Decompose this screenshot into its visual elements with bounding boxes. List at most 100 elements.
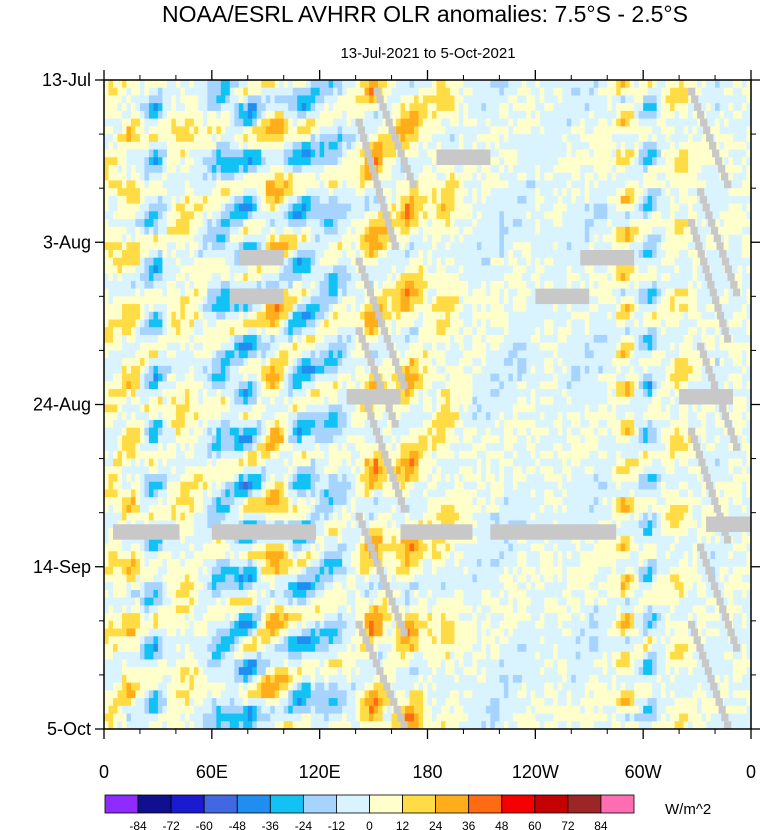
heatmap-cell	[117, 126, 123, 135]
heatmap-cell	[557, 126, 563, 135]
heatmap-cell	[198, 234, 204, 243]
heatmap-cell	[670, 188, 676, 197]
heatmap-cell	[490, 273, 496, 282]
heatmap-cell	[297, 134, 303, 143]
heatmap-cell	[575, 180, 581, 189]
heatmap-cell	[346, 141, 352, 150]
heatmap-cell	[193, 334, 199, 344]
heatmap-cell	[306, 304, 312, 313]
heatmap-cell	[571, 226, 577, 235]
heatmap-cell	[463, 311, 469, 320]
heatmap-cell	[616, 157, 622, 166]
heatmap-cell	[265, 273, 271, 282]
heatmap-cell	[216, 195, 222, 205]
heatmap-cell	[175, 195, 181, 205]
heatmap-cell	[643, 118, 649, 127]
heatmap-cell	[373, 219, 379, 228]
heatmap-cell	[517, 319, 523, 328]
heatmap-cell	[193, 180, 199, 189]
heatmap-cell	[553, 141, 559, 150]
heatmap-cell	[634, 141, 640, 150]
heatmap-cell	[638, 327, 644, 336]
heatmap-cell	[701, 219, 707, 228]
heatmap-cell	[485, 234, 491, 243]
heatmap-cell	[279, 157, 285, 166]
heatmap-cell	[387, 311, 392, 320]
heatmap-cell	[512, 149, 518, 158]
heatmap-cell	[746, 311, 752, 320]
heatmap-cell	[225, 203, 231, 212]
heatmap-cell	[104, 80, 109, 89]
heatmap-cell	[427, 304, 433, 313]
heatmap-cell	[189, 219, 195, 228]
heatmap-cell	[288, 164, 294, 174]
heatmap-cell	[324, 296, 330, 305]
heatmap-cell	[643, 134, 649, 143]
heatmap-cell	[301, 118, 307, 127]
heatmap-cell	[175, 311, 181, 320]
heatmap-cell	[620, 211, 626, 220]
heatmap-cell	[207, 110, 213, 120]
heatmap-cell	[216, 211, 222, 220]
heatmap-cell	[310, 288, 316, 297]
heatmap-cell	[580, 203, 586, 212]
heatmap-cell	[378, 126, 383, 135]
heatmap-cell	[283, 203, 289, 212]
heatmap-cell	[306, 110, 312, 120]
heatmap-cell	[328, 226, 334, 235]
heatmap-cell	[449, 257, 455, 266]
heatmap-cell	[458, 103, 464, 112]
heatmap-cell	[481, 141, 487, 150]
heatmap-cell	[463, 134, 469, 143]
heatmap-cell	[553, 203, 559, 212]
heatmap-cell	[369, 273, 374, 282]
heatmap-cell	[310, 211, 316, 220]
heatmap-cell	[589, 172, 595, 181]
heatmap-cell	[382, 126, 388, 135]
heatmap-cell	[485, 319, 491, 328]
heatmap-cell	[683, 219, 689, 228]
heatmap-cell	[274, 110, 280, 120]
heatmap-cell	[337, 118, 343, 127]
heatmap-cell	[400, 234, 406, 243]
heatmap-cell	[256, 134, 262, 143]
heatmap-cell	[683, 265, 689, 274]
heatmap-cell	[683, 141, 689, 150]
heatmap-cell	[620, 265, 626, 274]
heatmap-cell	[396, 226, 401, 235]
heatmap-cell	[652, 103, 658, 112]
heatmap-cell	[472, 188, 478, 197]
heatmap-cell	[463, 219, 469, 228]
heatmap-cell	[499, 327, 505, 336]
heatmap-cell	[315, 342, 321, 351]
heatmap-cell	[157, 180, 163, 189]
heatmap-cell	[297, 211, 303, 220]
heatmap-cell	[485, 172, 491, 181]
heatmap-cell	[104, 87, 109, 96]
heatmap-cell	[607, 234, 613, 243]
heatmap-cell	[548, 319, 554, 328]
heatmap-cell	[571, 149, 577, 158]
heatmap-cell	[679, 110, 684, 120]
heatmap-cell	[472, 319, 478, 328]
heatmap-cell	[144, 319, 150, 328]
heatmap-cell	[216, 110, 222, 120]
heatmap-cell	[139, 141, 145, 150]
heatmap-cell	[589, 141, 595, 150]
heatmap-cell	[252, 234, 258, 243]
heatmap-cell	[535, 242, 541, 251]
heatmap-cell	[467, 265, 473, 274]
heatmap-cell	[692, 319, 698, 328]
heatmap-cell	[279, 188, 285, 197]
heatmap-cell	[135, 172, 141, 181]
heatmap-cell	[472, 234, 478, 243]
heatmap-cell	[566, 180, 572, 189]
heatmap-cell	[508, 110, 514, 120]
heatmap-cell	[112, 126, 118, 135]
heatmap-cell	[387, 273, 392, 282]
heatmap-cell	[283, 195, 289, 205]
heatmap-cell	[117, 188, 123, 197]
heatmap-cell	[661, 280, 667, 290]
heatmap-cell	[553, 280, 559, 290]
heatmap-cell	[315, 311, 321, 320]
